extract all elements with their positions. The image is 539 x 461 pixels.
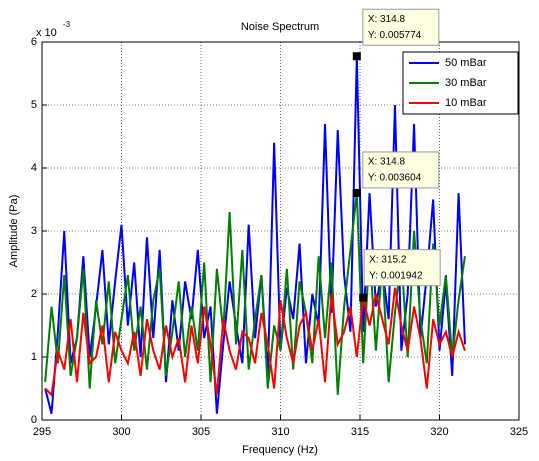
y-exponent-power: -3 — [63, 20, 71, 29]
datatip-marker — [352, 188, 361, 197]
chart-title: Noise Spectrum — [241, 21, 319, 33]
y-tick-label: 1 — [31, 351, 37, 363]
datatip-text: X: 314.8 — [368, 14, 406, 25]
datatip-text: Y: 0.005774 — [368, 30, 422, 41]
y-exponent-base: x 10 — [36, 27, 57, 39]
x-axis-label: Frequency (Hz) — [242, 444, 318, 456]
y-axis-label: Amplitude (Pa) — [8, 195, 20, 268]
legend: 50 mBar 30 mBar 10 mBar — [402, 51, 519, 115]
y-tick-label: 2 — [31, 288, 37, 300]
datatip-text: Y: 0.003604 — [368, 173, 422, 184]
datatip-box — [362, 8, 440, 46]
y-tick-label: 3 — [31, 225, 37, 237]
legend-label: 10 mBar — [445, 97, 487, 109]
datatip-text: Y: 0.001942 — [369, 270, 423, 281]
plot-frame — [41, 41, 520, 421]
datatip-box — [363, 249, 441, 287]
legend-label: 50 mBar — [445, 57, 487, 69]
datatip-text: X: 315.2 — [369, 254, 407, 265]
y-tick-label: 4 — [31, 162, 37, 174]
x-tick-label: 310 — [271, 426, 289, 438]
x-tick-label: 295 — [33, 426, 51, 438]
y-tick-label: 0 — [31, 414, 37, 426]
y-tick-label: 5 — [31, 99, 37, 111]
datatip-marker — [352, 52, 361, 61]
datatip-marker — [359, 293, 368, 302]
series-line — [44, 287, 466, 397]
series-line — [44, 56, 466, 414]
datatip-box — [362, 151, 440, 189]
x-tick-label: 300 — [112, 426, 130, 438]
x-tick-label: 325 — [510, 426, 528, 438]
legend-label: 30 mBar — [445, 77, 487, 89]
x-tick-label: 320 — [430, 426, 448, 438]
y-tick-label: 6 — [31, 36, 37, 48]
datatip-text: X: 314.8 — [368, 157, 406, 168]
series-line — [44, 192, 466, 395]
x-tick-label: 315 — [351, 426, 369, 438]
x-tick-label: 305 — [192, 426, 210, 438]
